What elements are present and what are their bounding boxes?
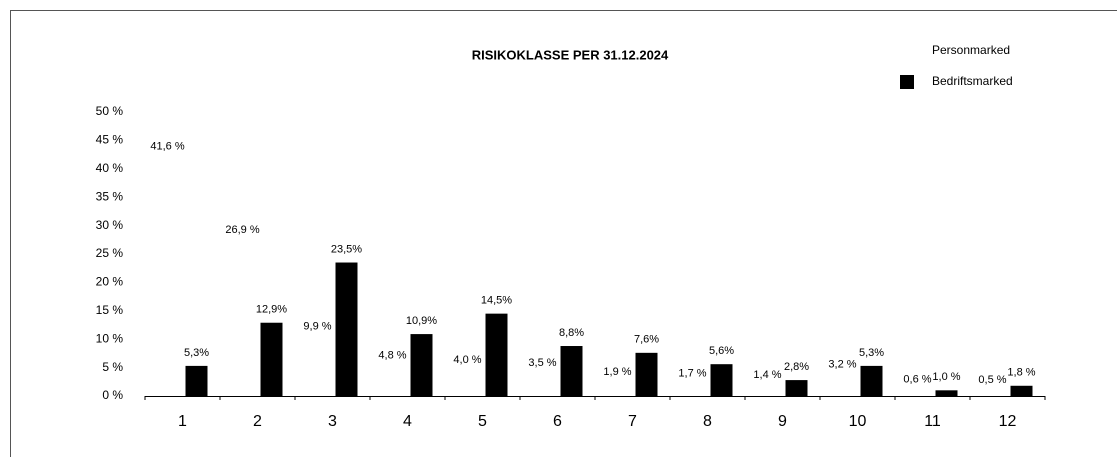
bar [635, 352, 658, 396]
bar [531, 376, 554, 396]
bar [860, 365, 883, 396]
value-label: 26,9 % [225, 224, 259, 236]
bar [381, 368, 404, 396]
value-label: 7,6% [634, 334, 659, 346]
y-tick-label: 0 % [102, 388, 123, 402]
y-tick-label: 35 % [96, 189, 124, 203]
x-tick-label: 10 [849, 413, 867, 430]
y-tick-label: 20 % [96, 275, 124, 289]
bar [231, 243, 254, 396]
x-tick-label: 1 [178, 413, 187, 430]
bar [306, 339, 329, 396]
legend-swatch [900, 44, 914, 58]
value-label: 1,0 % [932, 371, 960, 383]
value-label: 1,9 % [603, 366, 631, 378]
bar [681, 386, 704, 396]
bar [185, 365, 208, 396]
value-label: 5,3% [184, 347, 209, 359]
value-label: 3,5 % [528, 357, 556, 369]
x-tick-label: 6 [553, 413, 562, 430]
value-label: 41,6 % [150, 141, 184, 153]
value-label: 1,7 % [678, 367, 706, 379]
x-tick-label: 8 [703, 413, 712, 430]
bar [785, 380, 808, 396]
bar [981, 393, 1004, 396]
value-label: 9,9 % [303, 321, 331, 333]
bar [260, 322, 283, 396]
value-label: 4,0 % [453, 354, 481, 366]
y-tick-label: 30 % [96, 218, 124, 232]
value-label: 5,3% [859, 347, 884, 359]
y-tick-label: 5 % [102, 360, 123, 374]
value-label: 14,5% [481, 295, 512, 307]
y-tick-label: 15 % [96, 303, 124, 317]
bar [710, 364, 733, 396]
x-tick-label: 4 [403, 413, 412, 430]
y-tick-label: 45 % [96, 133, 124, 147]
value-label: 8,8% [559, 327, 584, 339]
value-label: 1,4 % [753, 369, 781, 381]
x-tick-label: 3 [328, 413, 337, 430]
bar [335, 262, 358, 396]
y-tick-label: 25 % [96, 246, 124, 260]
value-label: 0,6 % [903, 373, 931, 385]
y-tick-label: 50 % [96, 104, 124, 118]
bar [606, 385, 629, 396]
bar [485, 313, 508, 396]
value-label: 23,5% [331, 243, 362, 255]
bar [456, 373, 479, 396]
x-tick-label: 12 [999, 413, 1017, 430]
legend-label: Bedriftsmarked [932, 74, 1013, 88]
bar [560, 346, 583, 396]
x-tick-label: 9 [778, 413, 787, 430]
bar [156, 159, 179, 396]
bar [906, 392, 929, 396]
y-tick-label: 10 % [96, 331, 124, 345]
x-tick-label: 7 [628, 413, 637, 430]
x-tick-label: 5 [478, 413, 487, 430]
value-label: 10,9% [406, 315, 437, 327]
value-label: 0,5 % [978, 374, 1006, 386]
value-label: 3,2 % [828, 359, 856, 371]
bar [1010, 385, 1033, 396]
y-tick-label: 40 % [96, 161, 124, 175]
bar [935, 390, 958, 396]
bar [831, 377, 854, 396]
legend-label: Personmarked [932, 43, 1010, 57]
x-tick-label: 2 [253, 413, 262, 430]
chart-title: RISIKOKLASSE PER 31.12.2024 [472, 47, 669, 62]
bar [756, 388, 779, 396]
value-label: 2,8% [784, 361, 809, 373]
bar [410, 334, 433, 396]
value-label: 5,6% [709, 345, 734, 357]
value-label: 4,8 % [378, 350, 406, 362]
value-label: 1,8 % [1007, 367, 1035, 379]
x-tick-label: 11 [924, 413, 941, 430]
value-label: 12,9% [256, 304, 287, 316]
legend-swatch [900, 75, 914, 89]
